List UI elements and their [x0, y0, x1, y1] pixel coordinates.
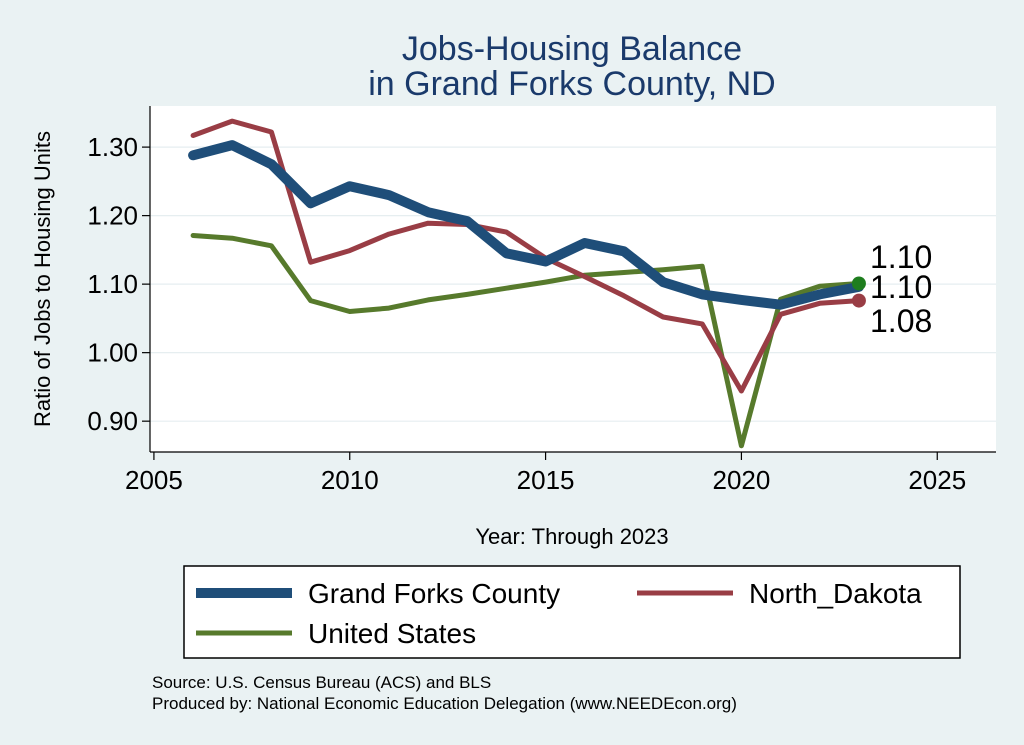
y-tick-label: 1.00 [87, 338, 138, 368]
series-line-united-states [190, 233, 862, 449]
x-tick-label: 2005 [125, 465, 183, 495]
y-tick-label: 1.10 [87, 269, 138, 299]
y-tick-label: 1.30 [87, 132, 138, 162]
chart-title: Jobs-Housing Balance [402, 30, 742, 68]
x-tick-label: 2025 [908, 465, 966, 495]
x-tick-label: 2020 [712, 465, 770, 495]
x-tick-label: 2015 [517, 465, 575, 495]
end-label-us: 1.10 [870, 239, 932, 275]
end-marker-north-dakota [851, 293, 866, 308]
x-tick-label: 2010 [321, 465, 379, 495]
y-tick-label: 0.90 [87, 406, 138, 436]
legend-label-united-states: United States [308, 618, 476, 649]
legend-label-grand-forks: Grand Forks County [308, 578, 560, 609]
y-tick-label: 1.20 [87, 201, 138, 231]
y-axis-ticks: 0.90 1.00 1.10 1.20 1.30 [87, 132, 150, 436]
end-label-north-dakota: 1.08 [870, 303, 932, 339]
series-line-grand-forks-county [188, 140, 864, 310]
legend-label-north-dakota: North_Dakota [749, 578, 922, 609]
x-axis-title: Year: Through 2023 [475, 524, 668, 549]
series-lines [188, 118, 864, 449]
producer-line: Produced by: National Economic Education… [152, 694, 737, 713]
chart-subtitle: in Grand Forks County, ND [368, 65, 776, 103]
source-line: Source: U.S. Census Bureau (ACS) and BLS [152, 673, 491, 692]
series-line-north-dakota [190, 118, 862, 394]
legend-box [183, 565, 961, 659]
end-label-grand-forks: 1.10 [870, 269, 932, 305]
end-marker-united-states [851, 276, 866, 291]
legend: Grand Forks County North_Dakota United S… [183, 565, 961, 659]
x-axis-ticks: 2005 2010 2015 2020 2025 [125, 452, 966, 495]
y-axis-title: Ratio of Jobs to Housing Units [30, 131, 55, 427]
end-markers [851, 276, 866, 308]
